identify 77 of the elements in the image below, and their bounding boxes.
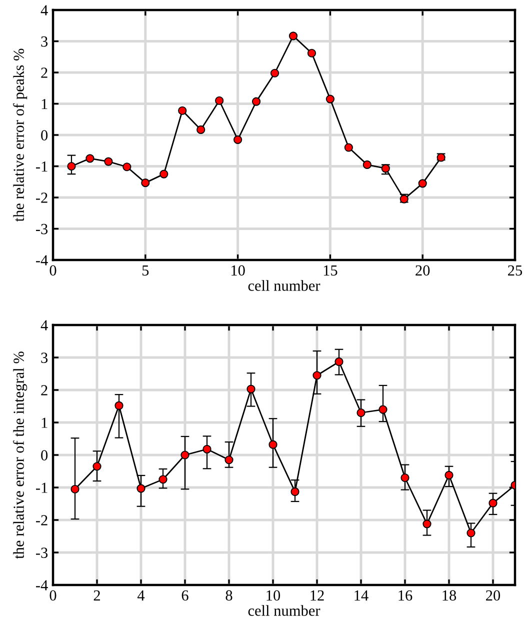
x-tick-label: 6: [182, 590, 188, 601]
x-tick-label: 14: [354, 590, 368, 600]
point: [215, 96, 224, 105]
point: [307, 48, 316, 58]
x-tick-label: 4: [137, 590, 145, 600]
y-tick-label: -4: [36, 580, 48, 590]
point: [122, 162, 132, 172]
x-tick-label: 25: [508, 265, 522, 276]
point: [488, 498, 498, 508]
point: [233, 135, 242, 144]
point: [444, 470, 454, 480]
y-tick-label: -3: [36, 548, 48, 558]
point: [70, 484, 80, 494]
y-tick-label: 3: [41, 36, 48, 47]
point: [104, 157, 113, 166]
x-tick-label: 10: [232, 265, 245, 276]
point: [92, 462, 102, 471]
point: [268, 440, 278, 449]
point: [180, 450, 190, 460]
point: [378, 405, 388, 414]
point: [252, 97, 261, 106]
point: [418, 179, 427, 188]
point: [136, 484, 146, 493]
point: [362, 160, 372, 169]
x-tick-label: 15: [324, 265, 338, 276]
y-tick-label: 4: [40, 320, 48, 330]
x-tick-label: 20: [416, 265, 430, 276]
point: [246, 384, 256, 394]
point: [288, 32, 298, 40]
point: [422, 520, 432, 528]
y-axis-title: the relative error of the integral %: [13, 352, 28, 559]
y-tick-label: -1: [36, 482, 48, 493]
point: [160, 170, 168, 178]
x-tick-label: 18: [442, 590, 456, 601]
x-tick-label: 12: [310, 590, 324, 600]
x-tick-label: 10: [266, 590, 280, 601]
y-tick-label: 2: [41, 68, 48, 78]
point: [290, 487, 300, 496]
point: [196, 125, 206, 134]
x-tick-label: 20: [486, 590, 500, 601]
y-tick-label: -2: [36, 515, 48, 526]
y-tick-label: 1: [42, 98, 48, 110]
point: [270, 68, 280, 78]
point: [334, 357, 344, 366]
y-tick-label: 3: [41, 352, 48, 363]
x-axis-title: cell number: [248, 605, 320, 616]
point: [114, 401, 124, 410]
point: [312, 371, 322, 380]
point: [178, 106, 187, 115]
point: [400, 473, 410, 482]
x-tick-label: 0: [50, 590, 56, 601]
x-axis-title: cell number: [248, 280, 320, 291]
y-tick-label: 2: [41, 385, 48, 396]
y-tick-label: -3: [36, 224, 48, 234]
point: [67, 162, 76, 171]
y-tick-label: 0: [41, 130, 48, 140]
y-tick-label: 1: [42, 418, 48, 428]
point: [202, 444, 212, 454]
x-tick-label: 0: [50, 265, 56, 276]
point: [141, 178, 150, 188]
point: [356, 408, 366, 418]
x-tick-label: 2: [94, 590, 100, 600]
y-tick-label: -2: [36, 192, 48, 203]
point: [158, 475, 168, 484]
y-tick-label: -4: [36, 255, 48, 266]
point: [344, 143, 353, 152]
y-axis-title: the relative error of peaks %: [13, 48, 28, 222]
x-tick-label: 5: [142, 265, 149, 276]
x-tick-label: 8: [226, 590, 232, 601]
y-tick-label: -1: [36, 161, 48, 172]
point: [86, 154, 94, 163]
y-tick-label: 4: [40, 5, 48, 16]
x-tick-label: 16: [398, 590, 412, 601]
point: [224, 456, 234, 464]
y-tick-label: 0: [41, 450, 48, 460]
point: [466, 528, 476, 538]
point: [326, 94, 335, 104]
